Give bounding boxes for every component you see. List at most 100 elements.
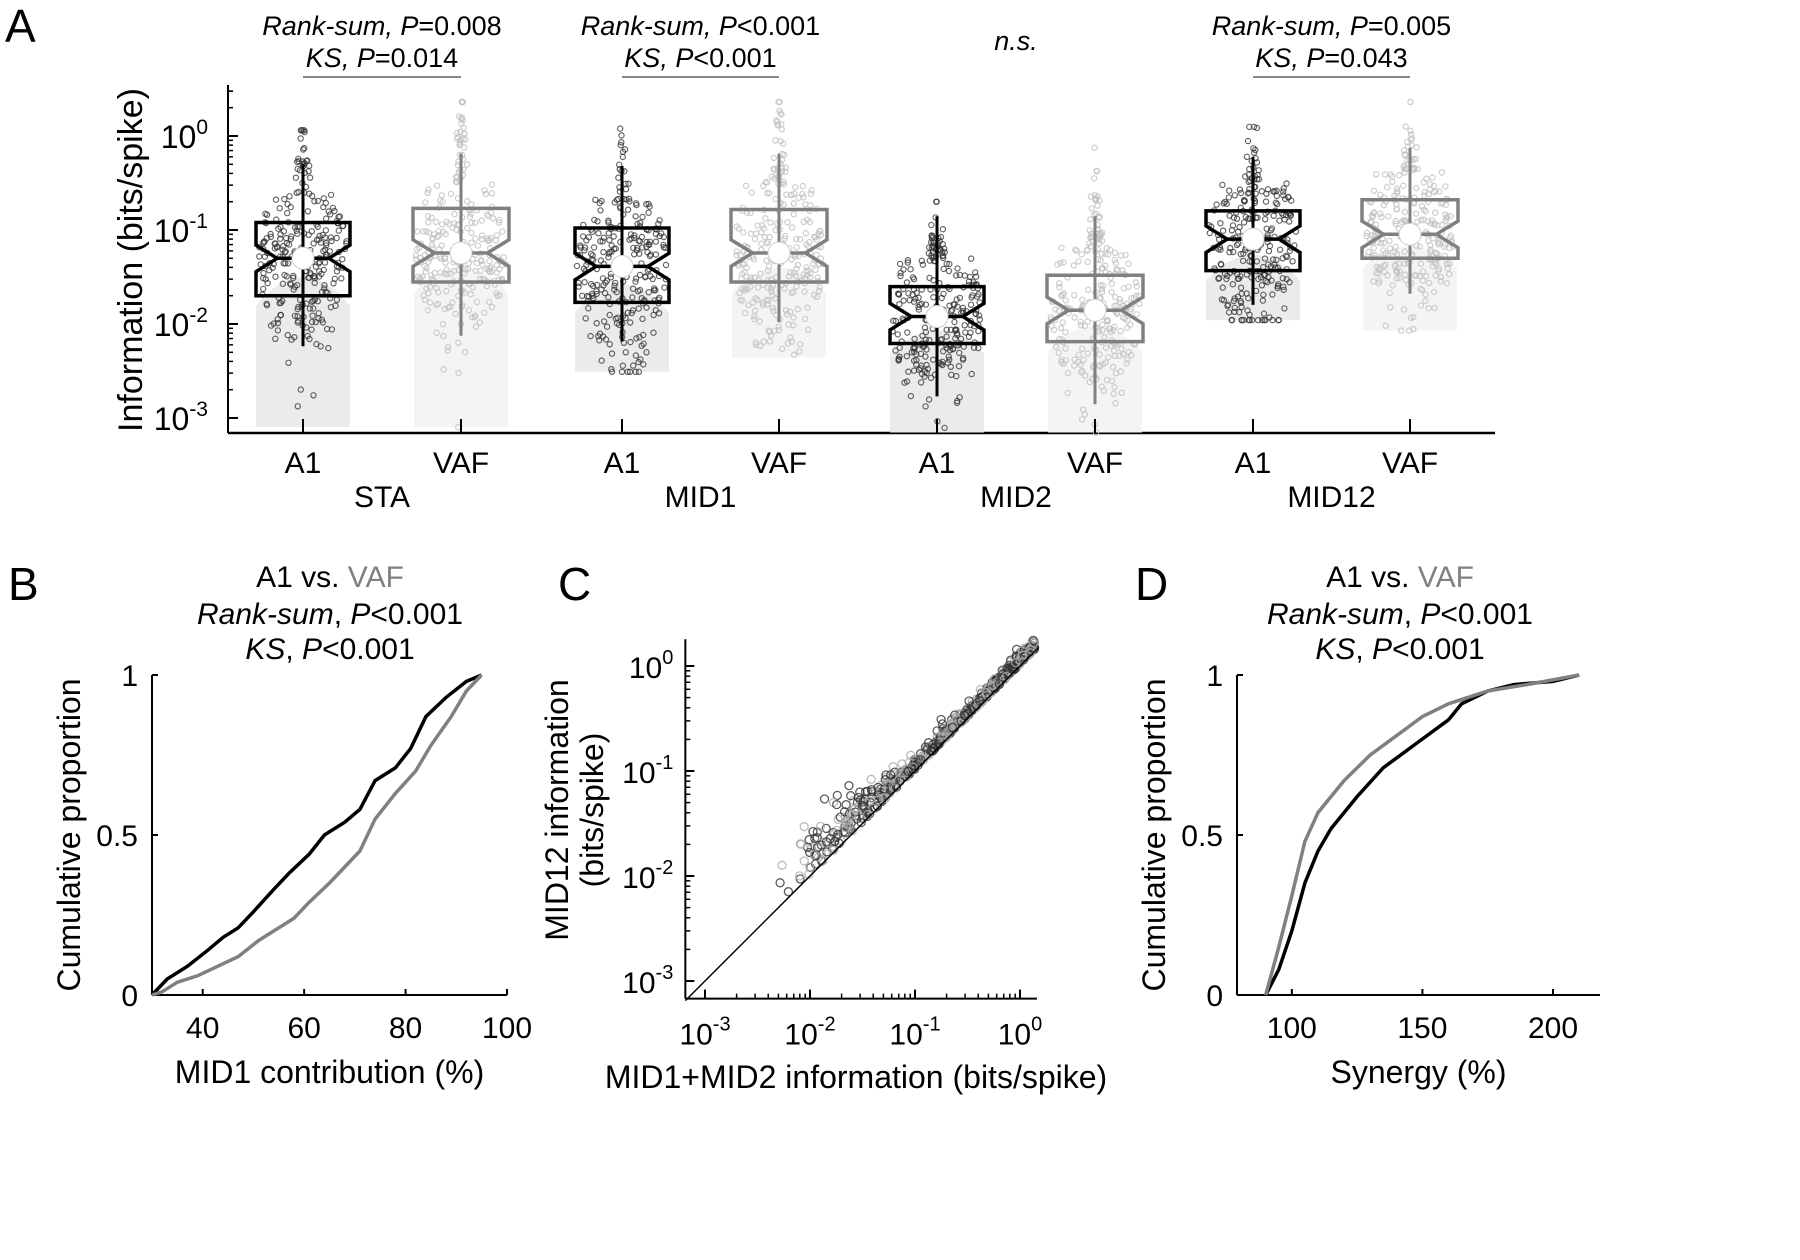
- data-point: [597, 237, 604, 245]
- panel-title: A1 vs. VAF: [1326, 561, 1474, 594]
- data-point: [1064, 389, 1071, 397]
- data-point: [756, 318, 764, 325]
- test-name: Rank-sum: [197, 598, 334, 631]
- data-point: [304, 332, 311, 340]
- tick-exponent: -3: [656, 962, 674, 984]
- data-point: [1086, 227, 1093, 234]
- data-point: [793, 244, 801, 251]
- data-point: [943, 260, 950, 267]
- data-point: [1400, 182, 1407, 189]
- p-value: =0.043: [1324, 43, 1407, 73]
- data-point: [1215, 236, 1223, 243]
- data-point: [946, 356, 953, 363]
- data-point: [1118, 389, 1126, 396]
- data-point: [1084, 258, 1091, 266]
- data-point: [790, 210, 798, 218]
- data-point: [573, 262, 581, 270]
- data-point: [923, 369, 930, 377]
- data-point: [1248, 316, 1256, 324]
- data-point: [771, 165, 778, 173]
- data-point: [599, 275, 607, 282]
- data-point: [1071, 356, 1078, 363]
- x-axis-label: MID1 contribution (%): [175, 1054, 484, 1090]
- data-point: [287, 203, 294, 211]
- data-point: [1077, 321, 1085, 329]
- data-point: [428, 241, 436, 249]
- data-point: [765, 263, 773, 270]
- data-point: [1363, 229, 1371, 237]
- data-point: [1437, 274, 1445, 281]
- data-point: [1098, 288, 1106, 296]
- data-point: [483, 211, 491, 218]
- data-point: [652, 251, 660, 258]
- data-point: [1437, 200, 1445, 207]
- median-marker: [1083, 298, 1107, 322]
- data-point: [1055, 280, 1063, 287]
- group-label: MID2: [980, 481, 1052, 514]
- data-point: [263, 302, 271, 309]
- data-point: [487, 264, 494, 271]
- data-point: [1273, 256, 1280, 263]
- data-point: [596, 330, 604, 337]
- data-point: [488, 303, 496, 311]
- p-value: <0.001: [1440, 598, 1533, 631]
- data-point: [811, 233, 818, 241]
- data-point: [1280, 286, 1287, 293]
- data-point: [956, 394, 963, 401]
- data-point: [787, 269, 794, 276]
- data-point: [305, 168, 312, 175]
- x-tick-label: 10-1: [889, 1014, 940, 1052]
- data-point: [1378, 213, 1385, 221]
- p-value: <0.001: [1392, 633, 1485, 666]
- y-tick-label: 10-1: [622, 752, 673, 790]
- data-point: [896, 301, 903, 308]
- x-tick-label: A1: [285, 447, 322, 480]
- data-point: [1258, 316, 1266, 324]
- data-point: [422, 268, 429, 275]
- data-point: [590, 244, 598, 251]
- data-point: [1090, 175, 1098, 182]
- data-point: [433, 301, 440, 308]
- data-point: [1372, 171, 1380, 178]
- p-symbol: P: [400, 11, 418, 41]
- data-point: [1442, 183, 1449, 190]
- tick-exponent: -3: [713, 1014, 731, 1036]
- data-point-vaf: [897, 768, 907, 778]
- data-point-vaf: [794, 871, 805, 881]
- data-point: [1444, 213, 1451, 220]
- data-point: [1241, 197, 1249, 205]
- data-point: [612, 245, 620, 252]
- tick-exponent: -1: [923, 1014, 941, 1036]
- notched-box: [411, 206, 511, 284]
- tick-base: 10: [154, 213, 190, 249]
- data-point: [1393, 275, 1400, 282]
- data-point: [461, 349, 469, 356]
- y-tick-label: 0: [121, 980, 138, 1013]
- data-point: [806, 238, 813, 246]
- data-point: [972, 310, 980, 317]
- data-point: [810, 260, 817, 267]
- data-point: [803, 264, 810, 271]
- y-tick-label: 1: [1206, 660, 1223, 693]
- data-point: [1096, 236, 1103, 243]
- data-point: [892, 317, 900, 325]
- data-point: [1132, 292, 1140, 300]
- data-point: [587, 332, 594, 340]
- data-point: [455, 369, 462, 377]
- data-point: [1392, 220, 1399, 227]
- data-point: [575, 279, 582, 287]
- data-point-a1: [832, 799, 842, 810]
- data-point: [1117, 327, 1124, 335]
- y-axis-label: Information (bits/spike): [112, 88, 150, 432]
- data-point: [1389, 178, 1396, 185]
- data-point: [1400, 306, 1408, 313]
- data-point: [294, 313, 301, 320]
- data-point: [1099, 265, 1107, 272]
- data-point: [1098, 286, 1106, 293]
- data-point: [330, 280, 337, 287]
- data-point: [1425, 279, 1433, 287]
- data-point: [1223, 200, 1230, 207]
- data-point: [478, 232, 486, 239]
- x-tick-label: 60: [287, 1012, 320, 1045]
- data-point: [733, 248, 741, 255]
